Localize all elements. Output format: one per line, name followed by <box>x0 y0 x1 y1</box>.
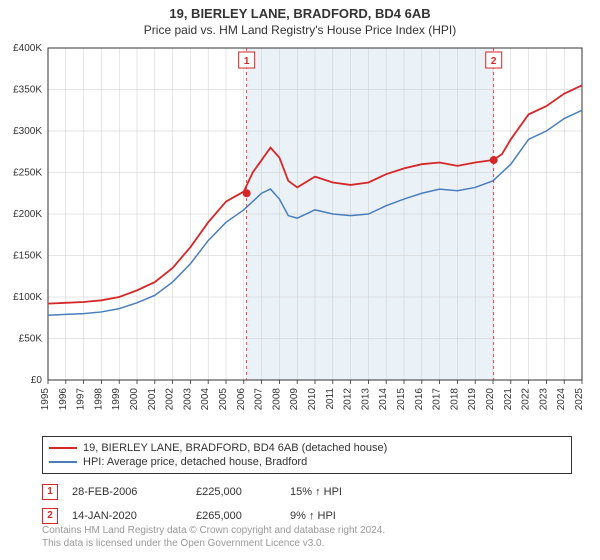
legend-label: 19, BIERLEY LANE, BRADFORD, BD4 6AB (det… <box>83 442 387 454</box>
svg-text:£400K: £400K <box>13 43 42 54</box>
sale-hpi-delta: 15% ↑ HPI <box>290 486 370 498</box>
chart-subtitle: Price paid vs. HM Land Registry's House … <box>0 21 600 37</box>
svg-text:£0: £0 <box>31 375 43 386</box>
sale-row: 1 28-FEB-2006 £225,000 15% ↑ HPI <box>42 480 370 504</box>
svg-text:2006: 2006 <box>236 388 247 411</box>
svg-text:£50K: £50K <box>19 334 43 345</box>
chart-title: 19, BIERLEY LANE, BRADFORD, BD4 6AB <box>0 0 600 21</box>
svg-text:2012: 2012 <box>343 388 354 411</box>
svg-text:2003: 2003 <box>182 388 193 411</box>
svg-text:1: 1 <box>244 56 250 67</box>
svg-text:2017: 2017 <box>432 388 443 411</box>
svg-text:£300K: £300K <box>13 126 42 137</box>
legend-label: HPI: Average price, detached house, Brad… <box>83 456 307 468</box>
sale-marker-icon: 1 <box>42 484 58 500</box>
svg-text:2001: 2001 <box>147 388 158 411</box>
legend-swatch <box>49 447 77 449</box>
chart-area: £0 £50K £100K £150K £200K £250K £300K £350K £400… <box>0 40 600 430</box>
sale-date: 28-FEB-2006 <box>72 486 182 498</box>
sale-hpi-delta: 9% ↑ HPI <box>290 510 370 522</box>
legend: 19, BIERLEY LANE, BRADFORD, BD4 6AB (det… <box>42 436 572 474</box>
svg-text:2024: 2024 <box>556 388 567 411</box>
svg-text:2018: 2018 <box>449 388 460 411</box>
sale-date: 14-JAN-2020 <box>72 510 182 522</box>
svg-text:2016: 2016 <box>414 388 425 411</box>
svg-text:2013: 2013 <box>360 388 371 411</box>
svg-text:£150K: £150K <box>13 251 42 262</box>
svg-text:2023: 2023 <box>538 388 549 411</box>
svg-text:2025: 2025 <box>574 388 585 411</box>
svg-text:1995: 1995 <box>40 388 51 411</box>
svg-text:2: 2 <box>491 56 497 67</box>
svg-text:£350K: £350K <box>13 85 42 96</box>
svg-text:2008: 2008 <box>271 388 282 411</box>
sale-price: £225,000 <box>196 486 276 498</box>
legend-item: HPI: Average price, detached house, Brad… <box>49 455 565 469</box>
svg-text:2015: 2015 <box>396 388 407 411</box>
svg-text:1996: 1996 <box>58 388 69 411</box>
svg-text:£100K: £100K <box>13 292 42 303</box>
legend-item: 19, BIERLEY LANE, BRADFORD, BD4 6AB (det… <box>49 441 565 455</box>
sale-marker-icon: 2 <box>42 508 58 524</box>
svg-text:2019: 2019 <box>467 388 478 411</box>
svg-text:2010: 2010 <box>307 388 318 411</box>
svg-text:£200K: £200K <box>13 209 42 220</box>
svg-text:1999: 1999 <box>111 388 122 411</box>
svg-text:2005: 2005 <box>218 388 229 411</box>
svg-text:£250K: £250K <box>13 168 42 179</box>
svg-text:2002: 2002 <box>165 388 176 411</box>
svg-text:2021: 2021 <box>503 388 514 411</box>
svg-text:2000: 2000 <box>129 388 140 411</box>
attribution-footer: Contains HM Land Registry data © Crown c… <box>42 524 385 550</box>
svg-text:1997: 1997 <box>76 388 87 411</box>
svg-text:2004: 2004 <box>200 388 211 411</box>
legend-swatch <box>49 461 77 463</box>
sale-records: 1 28-FEB-2006 £225,000 15% ↑ HPI 2 14-JA… <box>42 480 370 528</box>
footer-line: This data is licensed under the Open Gov… <box>42 537 385 550</box>
svg-text:1998: 1998 <box>93 388 104 411</box>
svg-text:2022: 2022 <box>521 388 532 411</box>
footer-line: Contains HM Land Registry data © Crown c… <box>42 524 385 537</box>
svg-text:2014: 2014 <box>378 388 389 411</box>
svg-text:2020: 2020 <box>485 388 496 411</box>
sale-price: £265,000 <box>196 510 276 522</box>
svg-text:2009: 2009 <box>289 388 300 411</box>
svg-text:2011: 2011 <box>325 388 336 410</box>
svg-text:2007: 2007 <box>254 388 265 411</box>
